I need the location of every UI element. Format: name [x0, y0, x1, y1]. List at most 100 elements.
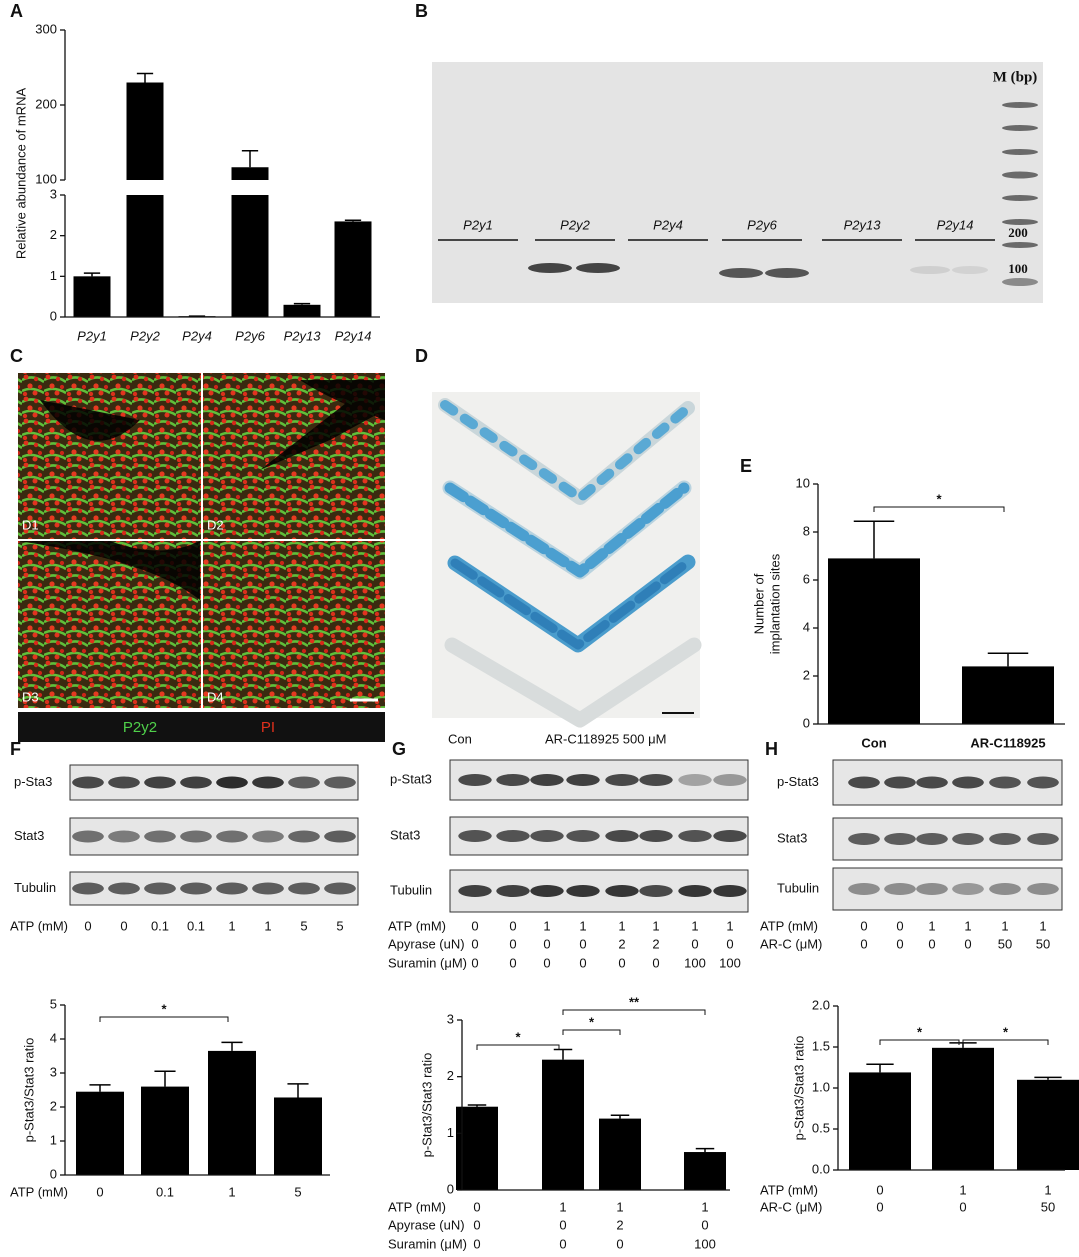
y-tick-label: 8 — [803, 523, 810, 538]
blot-band — [1027, 833, 1059, 845]
x-row-label: AR-C (μM) — [760, 1199, 822, 1214]
blot-band — [848, 776, 880, 789]
y-tick-label: 0 — [50, 308, 57, 323]
y-tick-label: 200 — [35, 96, 57, 111]
micrograph — [203, 541, 385, 708]
blot-band — [989, 776, 1021, 789]
blot-row-label: Stat3 — [777, 830, 807, 845]
condition-value: 1 — [618, 918, 625, 933]
blot-band — [324, 830, 356, 843]
lane-label: P2y2 — [560, 217, 590, 232]
x-tick-label: 2 — [616, 1217, 623, 1232]
condition-value: 1 — [264, 918, 271, 933]
x-tick-label: P2y1 — [77, 328, 107, 343]
condition-value: 0 — [543, 936, 550, 951]
blot-band — [324, 776, 356, 789]
day-label: D1 — [22, 517, 39, 532]
condition-value: 0 — [509, 918, 516, 933]
condition-value: 0 — [928, 936, 935, 951]
blot-band — [496, 774, 530, 786]
blot-band — [639, 830, 673, 842]
condition-value: 0 — [726, 936, 733, 951]
blot-row-label: Stat3 — [14, 828, 44, 843]
x-row-label: ATP (mM) — [388, 1199, 446, 1214]
significance-bracket — [476, 1044, 560, 1050]
lane-label: P2y13 — [844, 217, 882, 232]
blot-band — [496, 830, 530, 842]
bar — [208, 1050, 256, 1175]
error-bar — [136, 72, 154, 83]
x-tick-label: P2y2 — [130, 328, 160, 343]
bar — [828, 558, 920, 724]
condition-value: 0.1 — [151, 918, 169, 933]
error-bar — [344, 219, 362, 222]
panel-label: H — [765, 739, 778, 759]
blot-row-label: Tubulin — [390, 882, 432, 897]
blot-band — [605, 885, 639, 897]
condition-value: 1 — [1001, 918, 1008, 933]
significance-bracket — [562, 1029, 621, 1035]
condition-value: 0 — [691, 936, 698, 951]
blot-band — [1027, 883, 1059, 895]
condition-value: 50 — [1036, 936, 1050, 951]
x-tick-label: 0.1 — [156, 1184, 174, 1199]
blot-band — [458, 885, 492, 897]
condition-value: 1 — [964, 918, 971, 933]
y-axis-label: p-Stat3/Stat3 ratio — [419, 1053, 434, 1158]
condition-value: 5 — [336, 918, 343, 933]
x-tick-label: 0 — [96, 1184, 103, 1199]
condition-value: 1 — [228, 918, 235, 933]
blot-row-label: p-Stat3 — [390, 771, 432, 786]
condition-value: 0 — [896, 918, 903, 933]
y-axis-label: implantation sites — [767, 553, 782, 654]
blot-row-label: Tubulin — [777, 880, 819, 895]
x-tick-label: 0 — [559, 1217, 566, 1232]
blot-band — [180, 882, 212, 895]
condition-label: ATP (mM) — [760, 918, 818, 933]
condition-value: 0 — [652, 955, 659, 970]
x-tick-label: 0 — [701, 1217, 708, 1232]
error-bar — [154, 1070, 176, 1087]
gel-image — [432, 62, 1043, 303]
blot-band — [566, 774, 600, 786]
bar — [76, 1091, 124, 1175]
significance-label: * — [917, 1024, 923, 1039]
blot-band — [678, 885, 712, 897]
blot-band — [884, 776, 916, 789]
blot-band — [144, 882, 176, 895]
condition-value: 1 — [543, 918, 550, 933]
bar — [283, 304, 321, 317]
blot-band — [496, 885, 530, 897]
blot-band — [216, 830, 248, 843]
blot-band — [566, 830, 600, 842]
marker-label: M (bp) — [993, 69, 1038, 85]
condition-value: 0 — [543, 955, 550, 970]
significance-label: * — [1003, 1024, 1009, 1039]
x-tick-label: 0 — [616, 1236, 623, 1251]
x-tick-label: 100 — [694, 1236, 716, 1251]
condition-value: 1 — [928, 918, 935, 933]
axis-break-gap — [67, 180, 382, 195]
error-bar — [241, 150, 259, 168]
condition-value: 0 — [120, 918, 127, 933]
blot-band — [848, 833, 880, 845]
error-bar — [987, 652, 1029, 667]
panel-label: F — [10, 739, 21, 759]
y-tick-label: 6 — [803, 571, 810, 586]
error-bar — [695, 1147, 715, 1153]
x-tick-label: 1 — [616, 1199, 623, 1214]
y-tick-label: 0.5 — [812, 1120, 830, 1135]
y-tick-label: 3 — [50, 186, 57, 201]
x-tick-label: P2y14 — [335, 328, 372, 343]
error-bar — [610, 1114, 630, 1119]
condition-value: 0 — [579, 936, 586, 951]
x-tick-label: 1 — [701, 1199, 708, 1214]
y-tick-label: 2 — [50, 1098, 57, 1113]
condition-value: 0 — [509, 936, 516, 951]
photo-label: Con — [448, 731, 472, 746]
marker-ladder — [1002, 102, 1038, 286]
blot-band — [180, 830, 212, 843]
blot-band — [216, 882, 248, 895]
blot-band — [108, 830, 140, 843]
